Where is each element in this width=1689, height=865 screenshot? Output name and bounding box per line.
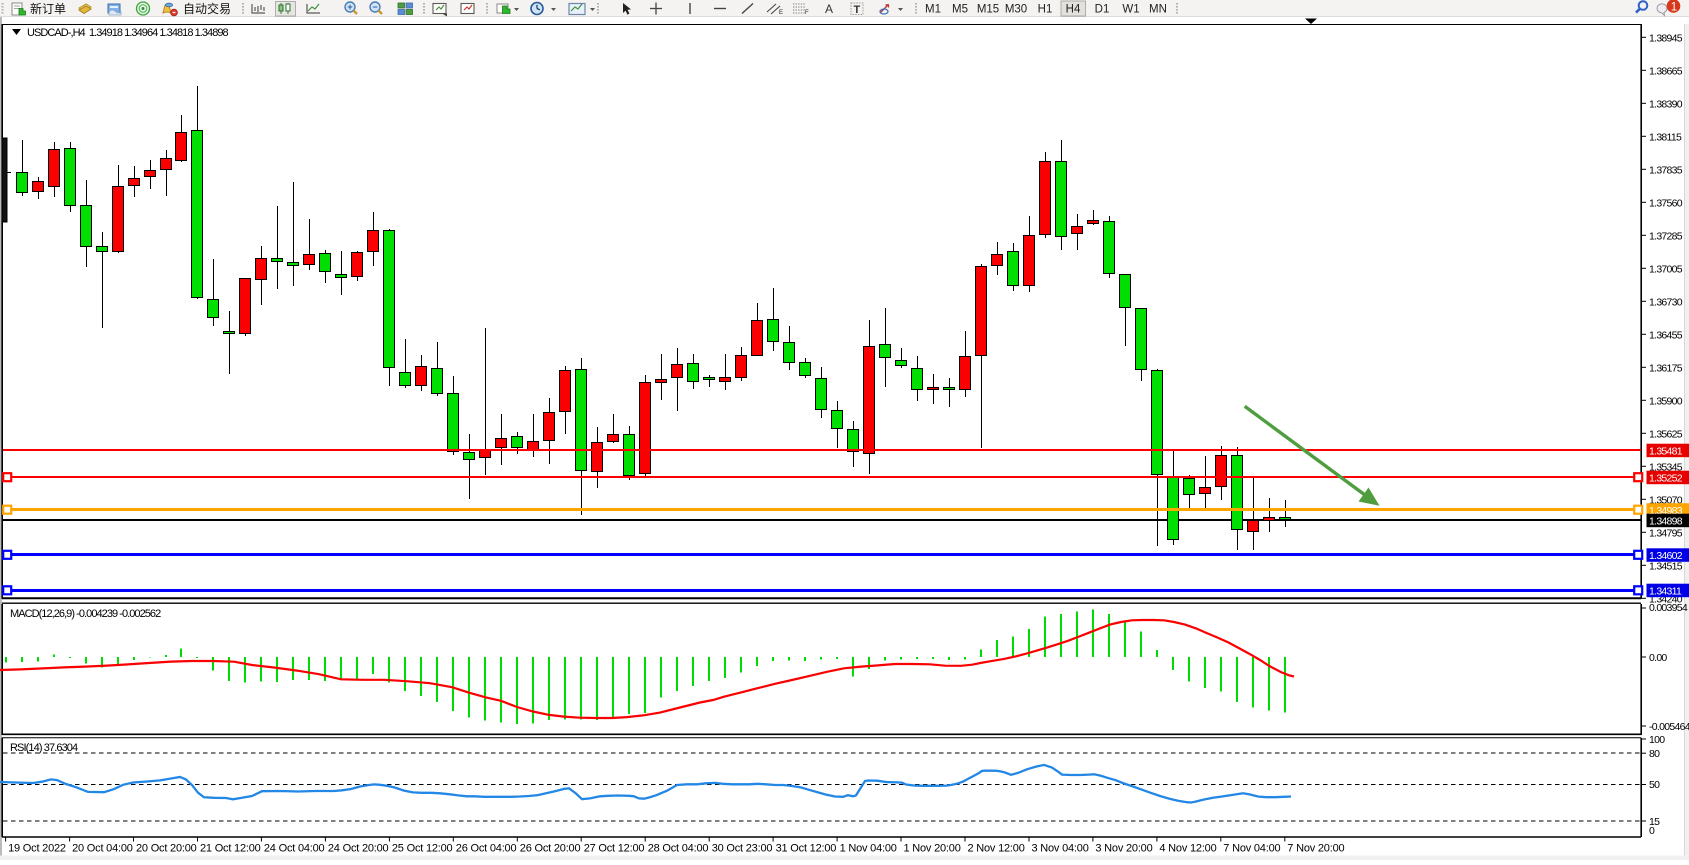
svg-text:A: A xyxy=(825,2,833,16)
svg-text:MN: MN xyxy=(1149,4,1167,16)
svg-text:1.35252: 1.35252 xyxy=(1649,472,1683,484)
svg-text:30 Oct 23:00: 30 Oct 23:00 xyxy=(712,843,773,855)
svg-text:-0.005464: -0.005464 xyxy=(1649,721,1689,733)
svg-text:7 Nov 04:00: 7 Nov 04:00 xyxy=(1223,843,1280,855)
svg-text:26 Oct 04:00: 26 Oct 04:00 xyxy=(456,843,517,855)
svg-text:1 Nov 20:00: 1 Nov 20:00 xyxy=(904,843,961,855)
svg-text:0: 0 xyxy=(1649,825,1655,837)
svg-text:19 Oct 2022: 19 Oct 2022 xyxy=(8,843,66,855)
svg-text:25 Oct 12:00: 25 Oct 12:00 xyxy=(392,843,453,855)
svg-text:4 Nov 12:00: 4 Nov 12:00 xyxy=(1159,843,1216,855)
svg-text:7 Nov 20:00: 7 Nov 20:00 xyxy=(1287,843,1344,855)
svg-text:1.34311: 1.34311 xyxy=(1649,585,1682,597)
svg-text:1.38945: 1.38945 xyxy=(1649,32,1683,44)
svg-text:1.38115: 1.38115 xyxy=(1649,131,1682,143)
svg-text:1 Nov 04:00: 1 Nov 04:00 xyxy=(840,843,897,855)
svg-text:1: 1 xyxy=(1671,2,1677,14)
svg-text:−: − xyxy=(372,2,377,12)
svg-text:W1: W1 xyxy=(1122,4,1139,16)
svg-text:1.36455: 1.36455 xyxy=(1649,329,1683,341)
svg-text:T: T xyxy=(854,4,861,16)
svg-text:RSI(14) 37.6304: RSI(14) 37.6304 xyxy=(10,742,78,754)
svg-text:1.34602: 1.34602 xyxy=(1649,550,1683,562)
svg-text:H4: H4 xyxy=(1066,4,1081,16)
svg-text:自动交易: 自动交易 xyxy=(183,1,231,16)
svg-text:F: F xyxy=(805,10,809,16)
svg-text:1.35481: 1.35481 xyxy=(1649,445,1683,457)
svg-text:1.38665: 1.38665 xyxy=(1649,65,1683,77)
svg-text:1.36730: 1.36730 xyxy=(1649,296,1683,308)
svg-text:H1: H1 xyxy=(1038,4,1053,16)
svg-text:1.35625: 1.35625 xyxy=(1649,428,1683,440)
svg-text:1.37005: 1.37005 xyxy=(1649,263,1683,275)
svg-text:D1: D1 xyxy=(1095,4,1110,16)
svg-text:20 Oct 04:00: 20 Oct 04:00 xyxy=(72,843,133,855)
svg-text:80: 80 xyxy=(1649,748,1660,760)
svg-text:1.36175: 1.36175 xyxy=(1649,362,1683,374)
svg-text:USDCAD-,H4 1.34918 1.34964 1.: USDCAD-,H4 1.34918 1.34964 1.34818 1.348… xyxy=(27,27,229,39)
svg-text:28 Oct 04:00: 28 Oct 04:00 xyxy=(648,843,709,855)
svg-text:2 Nov 12:00: 2 Nov 12:00 xyxy=(968,843,1025,855)
svg-text:M5: M5 xyxy=(952,4,968,16)
svg-text:M15: M15 xyxy=(977,4,999,16)
svg-text:M30: M30 xyxy=(1005,4,1027,16)
svg-text:1.34515: 1.34515 xyxy=(1649,560,1683,572)
svg-text:26 Oct 20:00: 26 Oct 20:00 xyxy=(520,843,581,855)
svg-text:E: E xyxy=(779,10,783,16)
svg-text:1.37560: 1.37560 xyxy=(1649,197,1683,209)
svg-text:21 Oct 12:00: 21 Oct 12:00 xyxy=(200,843,261,855)
svg-text:24 Oct 04:00: 24 Oct 04:00 xyxy=(264,843,325,855)
svg-text:1.37285: 1.37285 xyxy=(1649,230,1683,242)
svg-text:24 Oct 20:00: 24 Oct 20:00 xyxy=(328,843,389,855)
svg-text:27 Oct 12:00: 27 Oct 12:00 xyxy=(584,843,645,855)
svg-text:3 Nov 20:00: 3 Nov 20:00 xyxy=(1095,843,1152,855)
svg-text:50: 50 xyxy=(1649,779,1660,791)
svg-text:3 Nov 04:00: 3 Nov 04:00 xyxy=(1032,843,1089,855)
svg-text:1.34795: 1.34795 xyxy=(1649,527,1683,539)
svg-text:1.35900: 1.35900 xyxy=(1649,395,1683,407)
svg-text:新订单: 新订单 xyxy=(30,1,66,16)
svg-text:1.34898: 1.34898 xyxy=(1649,515,1683,527)
svg-text:20 Oct 20:00: 20 Oct 20:00 xyxy=(136,843,197,855)
svg-text:0.003954: 0.003954 xyxy=(1649,602,1688,614)
svg-text:31 Oct 12:00: 31 Oct 12:00 xyxy=(776,843,837,855)
svg-text:+: + xyxy=(347,2,352,12)
svg-text:1.38390: 1.38390 xyxy=(1649,98,1683,110)
svg-text:MACD(12,26,9) -0.004239 -0.002: MACD(12,26,9) -0.004239 -0.002562 xyxy=(10,608,161,620)
svg-text:0.00: 0.00 xyxy=(1649,652,1667,664)
svg-text:100: 100 xyxy=(1649,734,1665,746)
svg-text:M1: M1 xyxy=(925,4,941,16)
svg-text:1.37835: 1.37835 xyxy=(1649,164,1683,176)
